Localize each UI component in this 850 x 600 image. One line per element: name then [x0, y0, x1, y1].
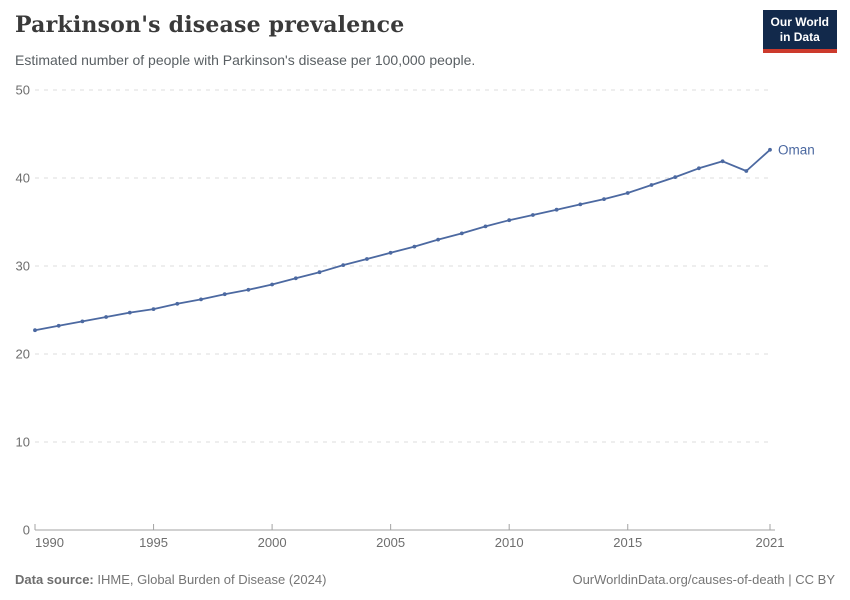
data-point[interactable] — [56, 323, 61, 328]
y-tick-label: 50 — [16, 83, 30, 98]
data-point[interactable] — [365, 257, 369, 261]
data-point[interactable] — [649, 183, 654, 187]
data-point[interactable] — [483, 224, 488, 229]
data-point[interactable] — [127, 310, 132, 315]
data-point[interactable] — [578, 202, 583, 207]
data-point[interactable] — [531, 213, 535, 217]
x-tick-label: 2021 — [756, 535, 785, 550]
data-point[interactable] — [104, 315, 108, 319]
data-source-text: IHME, Global Burden of Disease (2024) — [93, 572, 327, 587]
data-point[interactable] — [270, 282, 274, 287]
data-point[interactable] — [80, 319, 85, 324]
data-point[interactable] — [673, 175, 678, 179]
data-point[interactable] — [436, 237, 440, 242]
data-point[interactable] — [175, 301, 180, 306]
data-point[interactable] — [33, 328, 37, 333]
data-point[interactable] — [293, 276, 298, 281]
data-point[interactable] — [246, 287, 251, 292]
x-tick-label: 2000 — [258, 535, 287, 550]
data-point[interactable] — [317, 270, 322, 275]
data-point[interactable] — [412, 244, 417, 249]
y-tick-label: 10 — [16, 435, 30, 450]
series-label-oman[interactable]: Oman — [778, 142, 815, 157]
data-point[interactable] — [199, 297, 203, 302]
data-point[interactable] — [744, 169, 749, 173]
data-point[interactable] — [602, 197, 606, 201]
data-point[interactable] — [388, 250, 393, 255]
data-source-label: Data source: — [15, 572, 94, 587]
data-point[interactable] — [625, 191, 630, 195]
data-point[interactable] — [554, 207, 559, 212]
chart-title: Parkinson's disease prevalence — [15, 12, 405, 38]
data-source-note: Data source: IHME, Global Burden of Dise… — [15, 572, 326, 587]
owid-logo-line1: Our World — [770, 15, 829, 29]
chart-subtitle: Estimated number of people with Parkinso… — [15, 52, 476, 68]
owid-logo-line2: in Data — [779, 30, 820, 44]
data-point[interactable] — [341, 263, 346, 267]
data-point[interactable] — [151, 307, 156, 311]
y-tick-label: 40 — [16, 171, 30, 186]
x-tick-label: 1995 — [139, 535, 168, 550]
owid-logo[interactable]: Our World in Data — [762, 10, 837, 53]
plot-area[interactable]: 0 10 20 30 40 50 1990 1995 2000 2005 2010 2015 2021 O… — [0, 80, 850, 555]
data-point[interactable] — [222, 292, 227, 297]
x-tick-label: 2005 — [376, 535, 405, 550]
oman-trend-line — [34, 148, 771, 332]
x-tick-label: 2010 — [495, 535, 524, 550]
footer-link[interactable]: OurWorldinData.org/causes-of-death | CC … — [572, 572, 835, 587]
x-tick-label: 2015 — [613, 535, 642, 550]
y-tick-label: 20 — [16, 347, 30, 362]
data-point[interactable] — [768, 147, 772, 152]
y-tick-label: 30 — [16, 259, 30, 274]
data-point[interactable] — [459, 231, 464, 236]
x-tick-label: 1990 — [35, 535, 64, 550]
y-tick-label: 0 — [23, 523, 30, 538]
data-point[interactable] — [697, 166, 701, 171]
data-point[interactable] — [507, 218, 512, 223]
data-point[interactable] — [720, 159, 725, 164]
